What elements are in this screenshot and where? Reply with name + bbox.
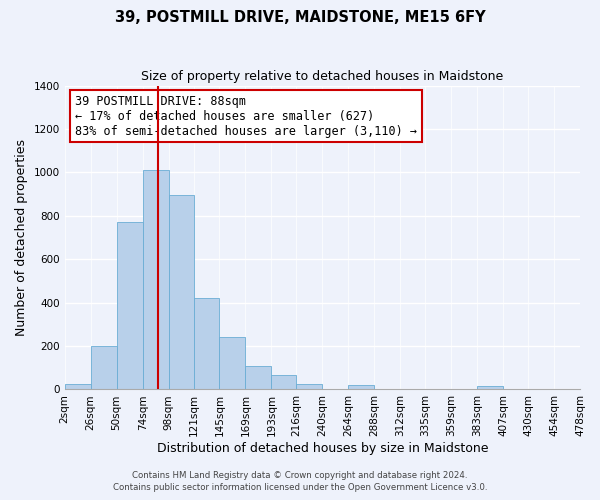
Text: 39, POSTMILL DRIVE, MAIDSTONE, ME15 6FY: 39, POSTMILL DRIVE, MAIDSTONE, ME15 6FY — [115, 10, 485, 25]
Bar — [477, 386, 503, 390]
Bar — [271, 376, 296, 390]
Text: Contains HM Land Registry data © Crown copyright and database right 2024.
Contai: Contains HM Land Registry data © Crown c… — [113, 471, 487, 492]
Bar — [296, 384, 322, 390]
Bar — [349, 385, 374, 390]
Bar — [169, 195, 193, 390]
Bar — [91, 346, 116, 390]
Y-axis label: Number of detached properties: Number of detached properties — [15, 139, 28, 336]
Bar — [65, 384, 91, 390]
Bar — [143, 170, 169, 390]
Text: 39 POSTMILL DRIVE: 88sqm
← 17% of detached houses are smaller (627)
83% of semi-: 39 POSTMILL DRIVE: 88sqm ← 17% of detach… — [75, 94, 417, 138]
Bar — [245, 366, 271, 390]
Bar — [116, 222, 143, 390]
X-axis label: Distribution of detached houses by size in Maidstone: Distribution of detached houses by size … — [157, 442, 488, 455]
Title: Size of property relative to detached houses in Maidstone: Size of property relative to detached ho… — [141, 70, 503, 83]
Bar — [220, 338, 245, 390]
Bar — [193, 298, 220, 390]
